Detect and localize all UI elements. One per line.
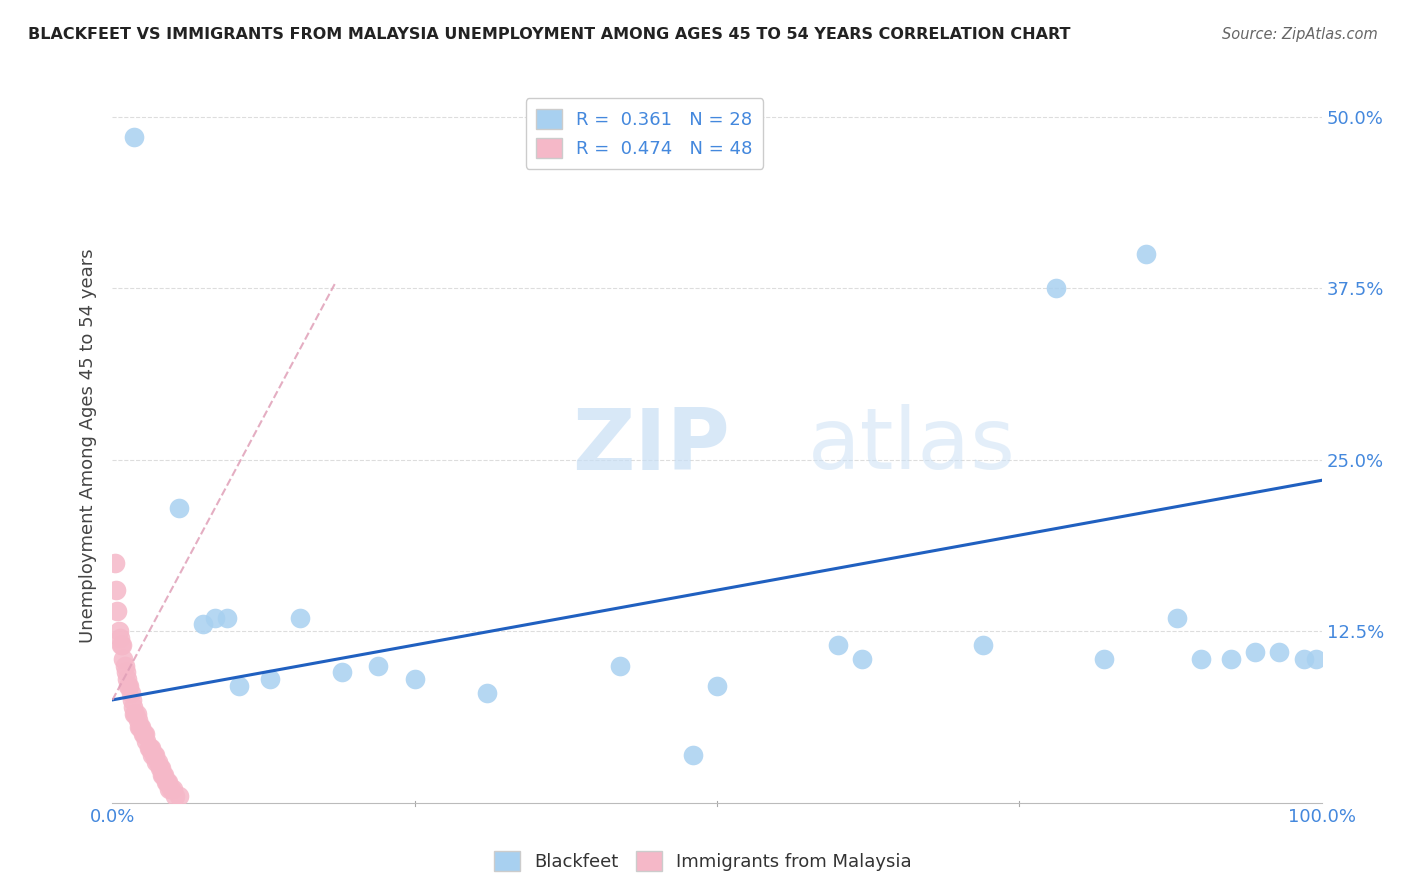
Point <box>191 617 214 632</box>
Legend: Blackfeet, Immigrants from Malaysia: Blackfeet, Immigrants from Malaysia <box>486 844 920 879</box>
Point <box>132 727 155 741</box>
Point <box>110 638 132 652</box>
Point <box>138 740 160 755</box>
Point <box>330 665 353 680</box>
Point <box>288 610 311 624</box>
Point <box>108 631 131 645</box>
Point <box>228 679 250 693</box>
Point <box>1220 651 1243 665</box>
Point <box>1166 610 1188 624</box>
Point <box>1292 651 1315 665</box>
Point <box>143 747 166 762</box>
Point <box>132 727 155 741</box>
Point <box>477 686 499 700</box>
Point <box>135 734 157 748</box>
Point <box>141 740 163 755</box>
Point <box>165 789 187 803</box>
Point <box>127 714 149 728</box>
Point <box>259 673 281 687</box>
Point <box>118 679 141 693</box>
Point <box>167 789 190 803</box>
Point <box>155 775 177 789</box>
Point <box>131 720 153 734</box>
Point <box>107 624 129 639</box>
Text: atlas: atlas <box>807 404 1015 488</box>
Point <box>121 693 143 707</box>
Point <box>157 775 180 789</box>
Point <box>167 500 190 515</box>
Point <box>104 556 127 570</box>
Point <box>367 658 389 673</box>
Point <box>114 665 136 680</box>
Y-axis label: Unemployment Among Ages 45 to 54 years: Unemployment Among Ages 45 to 54 years <box>79 249 97 643</box>
Point <box>404 673 426 687</box>
Point <box>157 782 180 797</box>
Point <box>1045 281 1067 295</box>
Point <box>128 720 150 734</box>
Point <box>1092 651 1115 665</box>
Point <box>706 679 728 693</box>
Point <box>1189 651 1212 665</box>
Point <box>682 747 704 762</box>
Point <box>156 775 179 789</box>
Point <box>117 679 139 693</box>
Point <box>162 782 184 797</box>
Point <box>120 686 142 700</box>
Point <box>111 638 134 652</box>
Point <box>1135 247 1157 261</box>
Point <box>148 755 170 769</box>
Point <box>139 740 162 755</box>
Point <box>115 673 138 687</box>
Point <box>1268 645 1291 659</box>
Text: ZIP: ZIP <box>572 404 730 488</box>
Point <box>124 706 146 721</box>
Point <box>609 658 631 673</box>
Point <box>204 610 226 624</box>
Point <box>122 706 145 721</box>
Text: BLACKFEET VS IMMIGRANTS FROM MALAYSIA UNEMPLOYMENT AMONG AGES 45 TO 54 YEARS COR: BLACKFEET VS IMMIGRANTS FROM MALAYSIA UN… <box>28 27 1070 42</box>
Point <box>1305 651 1327 665</box>
Point <box>145 755 167 769</box>
Point <box>972 638 994 652</box>
Point <box>827 638 849 652</box>
Point <box>142 747 165 762</box>
Point <box>141 747 163 762</box>
Point <box>153 768 176 782</box>
Point <box>152 768 174 782</box>
Point <box>1244 645 1267 659</box>
Point <box>851 651 873 665</box>
Point <box>105 583 128 598</box>
Point <box>217 610 239 624</box>
Point <box>149 762 172 776</box>
Legend: R =  0.361   N = 28, R =  0.474   N = 48: R = 0.361 N = 28, R = 0.474 N = 48 <box>526 98 763 169</box>
Point <box>149 762 172 776</box>
Point <box>159 782 181 797</box>
Point <box>150 768 173 782</box>
Text: Source: ZipAtlas.com: Source: ZipAtlas.com <box>1222 27 1378 42</box>
Point <box>112 651 135 665</box>
Point <box>122 699 145 714</box>
Point <box>122 130 145 145</box>
Point <box>125 706 148 721</box>
Point <box>105 604 128 618</box>
Point <box>134 727 156 741</box>
Point <box>129 720 152 734</box>
Point <box>114 658 136 673</box>
